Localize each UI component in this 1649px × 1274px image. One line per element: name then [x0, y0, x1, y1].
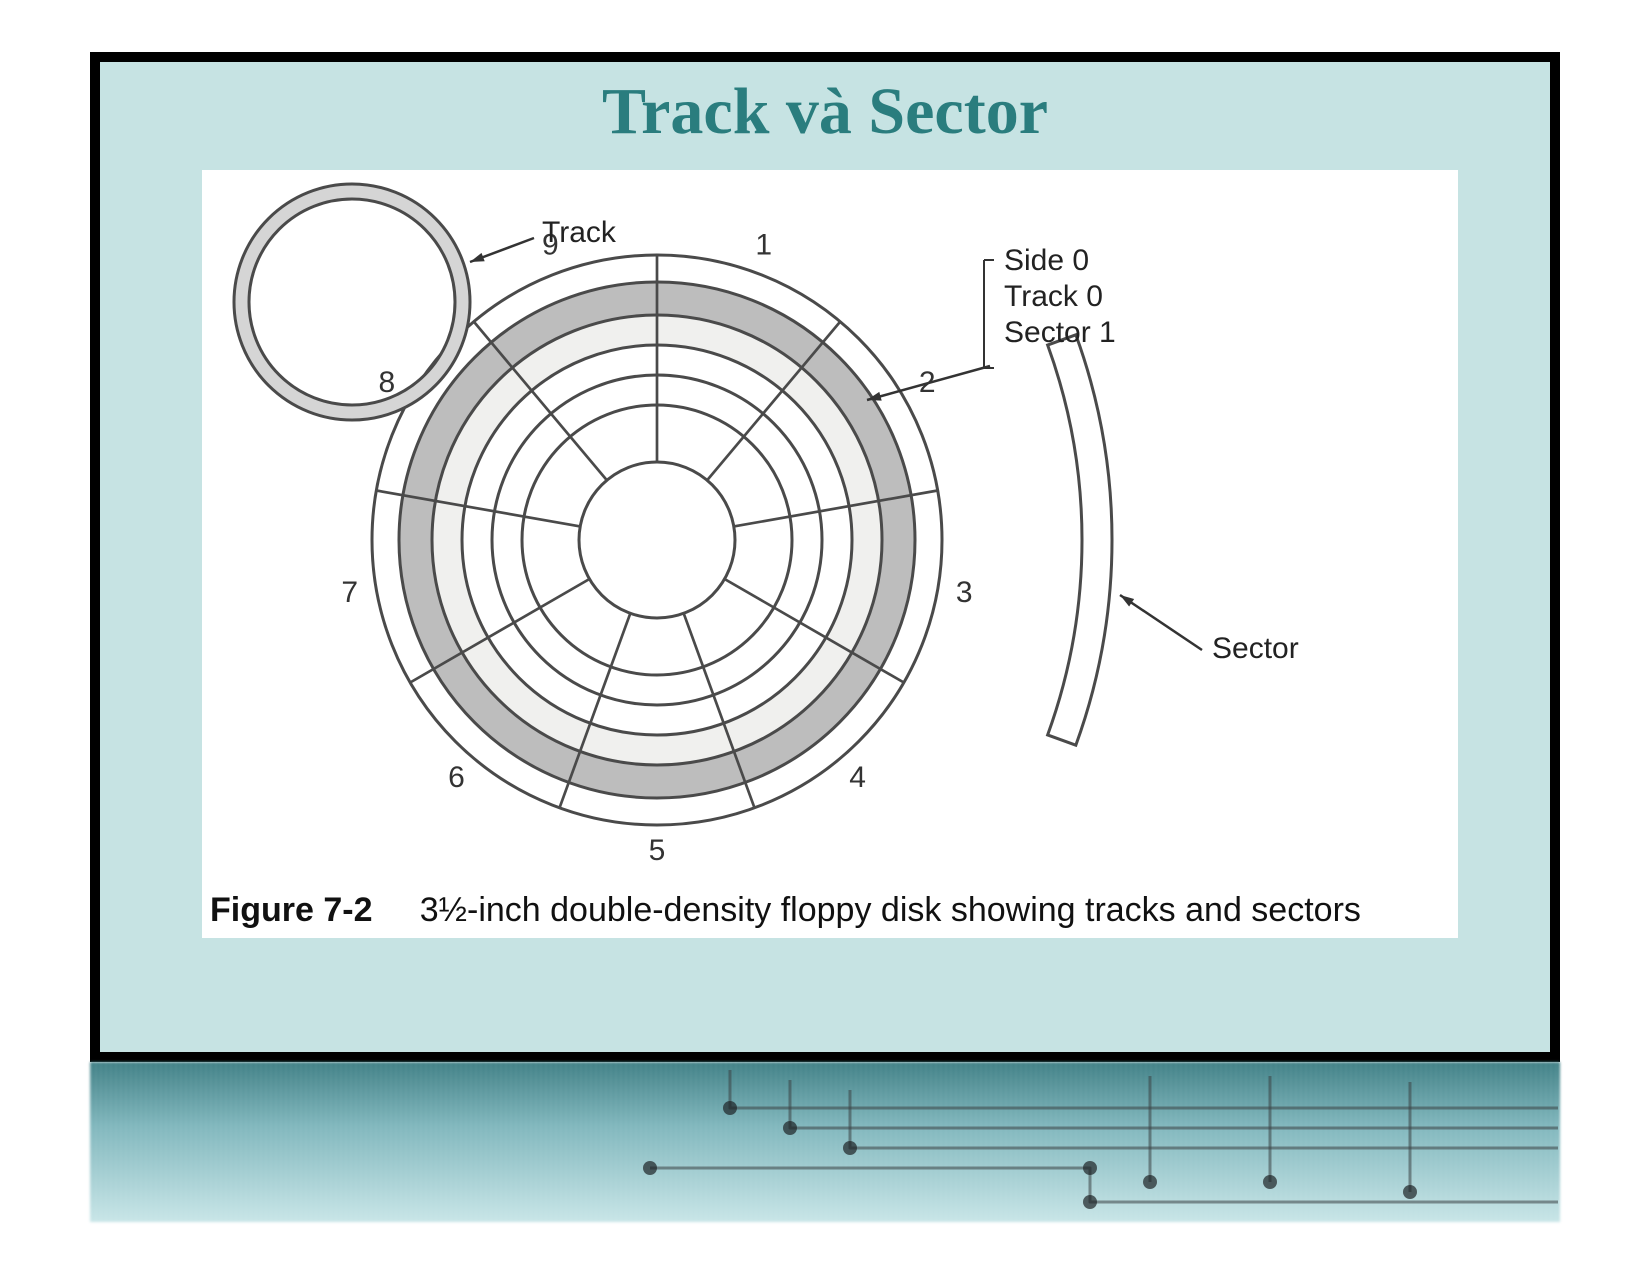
sector-number-label: 6 — [448, 761, 465, 794]
sector-number-label: 5 — [649, 834, 666, 867]
footer-texture — [90, 1062, 1560, 1222]
sector-chip-diagram — [1048, 335, 1112, 745]
figure-caption: Figure 7-2 3½-inch double-density floppy… — [202, 891, 1458, 930]
side-track-sector-text: Side 0 — [1004, 244, 1089, 277]
side-track-sector-text: Track 0 — [1004, 280, 1103, 313]
figure-caption-label: Figure 7-2 — [210, 891, 372, 929]
figure-caption-spacer — [382, 891, 410, 929]
slide-frame: Track và Sector 123456789 TrackSectorSid… — [90, 52, 1560, 1062]
figure-panel: 123456789 TrackSectorSide 0Track 0Sector… — [202, 170, 1458, 938]
sector-number-label: 7 — [341, 576, 358, 609]
sector-number-label: 1 — [755, 229, 772, 262]
disk-diagram: 123456789 — [341, 229, 972, 867]
figure-caption-text: 3½-inch double-density floppy disk showi… — [420, 891, 1361, 929]
page-root: Track và Sector 123456789 TrackSectorSid… — [0, 0, 1649, 1274]
sector-number-label: 3 — [956, 576, 973, 609]
sector-number-label: 8 — [378, 366, 395, 399]
figure-svg: 123456789 TrackSectorSide 0Track 0Sector… — [202, 170, 1458, 870]
sector-number-label: 4 — [849, 761, 866, 794]
track-ring-diagram — [234, 184, 470, 420]
sector-label: Sector — [1212, 632, 1299, 665]
side-track-sector-text: Sector 1 — [1004, 316, 1116, 349]
track-label: Track — [542, 216, 617, 249]
slide-title: Track và Sector — [100, 74, 1550, 150]
